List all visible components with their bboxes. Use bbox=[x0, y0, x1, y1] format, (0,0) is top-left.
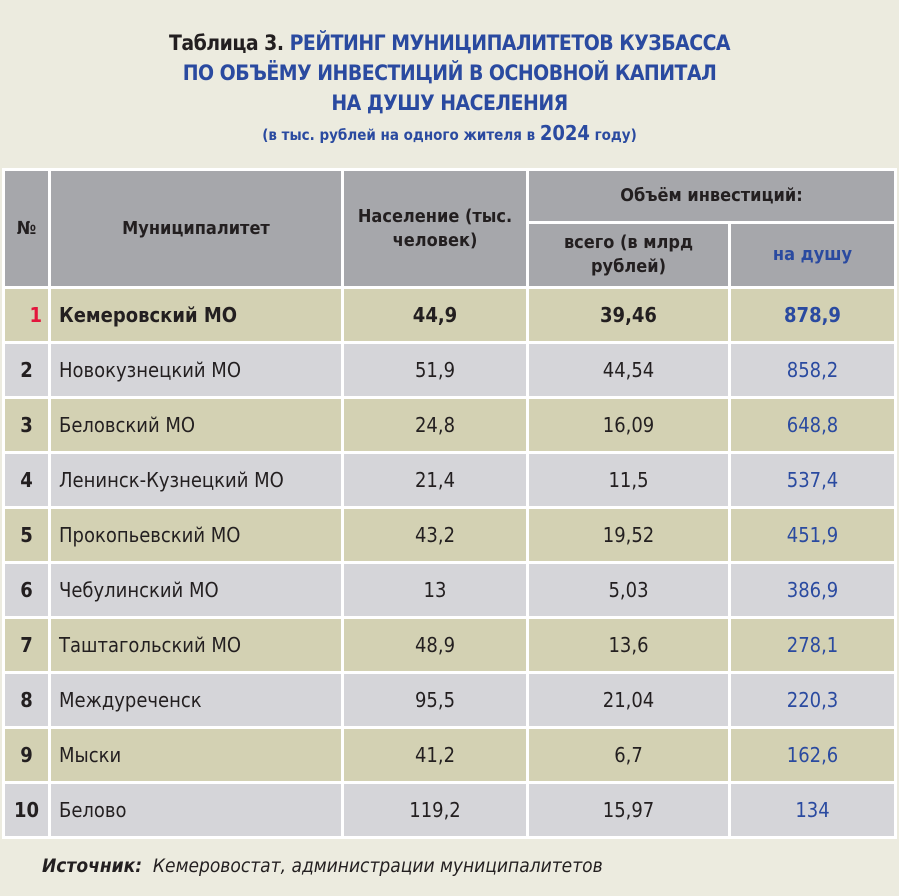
rank-cell: 6 bbox=[5, 564, 48, 616]
rank-cell: 8 bbox=[5, 674, 48, 726]
per-capita-cell: 278,1 bbox=[731, 619, 894, 671]
municipality-cell: Кемеровский МО bbox=[51, 289, 341, 341]
table-row: 3 Беловский МО 24,8 16,09 648,8 bbox=[5, 399, 894, 451]
municipality-cell: Белово bbox=[51, 784, 341, 836]
per-capita-cell: 162,6 bbox=[731, 729, 894, 781]
population-cell: 21,4 bbox=[344, 454, 526, 506]
per-capita-cell: 386,9 bbox=[731, 564, 894, 616]
rank-cell: 2 bbox=[5, 344, 48, 396]
population-cell: 119,2 bbox=[344, 784, 526, 836]
total-cell: 5,03 bbox=[529, 564, 728, 616]
per-capita-cell: 537,4 bbox=[731, 454, 894, 506]
municipality-cell: Ленинск-Кузнецкий МО bbox=[51, 454, 341, 506]
per-capita-cell: 648,8 bbox=[731, 399, 894, 451]
subtitle-year: 2024 bbox=[539, 121, 590, 145]
municipality-cell: Междуреченск bbox=[51, 674, 341, 726]
municipality-cell: Чебулинский МО bbox=[51, 564, 341, 616]
per-capita-cell: 134 bbox=[731, 784, 894, 836]
table-row: 10 Белово 119,2 15,97 134 bbox=[5, 784, 894, 836]
total-cell: 15,97 bbox=[529, 784, 728, 836]
table-row: 1 Кемеровский МО 44,9 39,46 878,9 bbox=[5, 289, 894, 341]
municipality-cell: Беловский МО bbox=[51, 399, 341, 451]
header-per-capita: на душу bbox=[731, 224, 894, 286]
table-row: 6 Чебулинский МО 13 5,03 386,9 bbox=[5, 564, 894, 616]
rank-cell: 1 bbox=[5, 289, 48, 341]
total-cell: 16,09 bbox=[529, 399, 728, 451]
rank-cell: 5 bbox=[5, 509, 48, 561]
header-total: всего (в млрд рублей) bbox=[529, 224, 728, 286]
total-cell: 21,04 bbox=[529, 674, 728, 726]
population-cell: 43,2 bbox=[344, 509, 526, 561]
table-row: 5 Прокопьевский МО 43,2 19,52 451,9 bbox=[5, 509, 894, 561]
total-cell: 39,46 bbox=[529, 289, 728, 341]
header-population: Население (тыс. человек) bbox=[344, 171, 526, 286]
total-cell: 19,52 bbox=[529, 509, 728, 561]
per-capita-cell: 878,9 bbox=[731, 289, 894, 341]
rank-cell: 4 bbox=[5, 454, 48, 506]
title-subtitle: (в тыс. рублей на одного жителя в 2024 г… bbox=[0, 120, 899, 148]
per-capita-cell: 451,9 bbox=[731, 509, 894, 561]
title-line1: РЕЙТИНГ МУНИЦИПАЛИТЕТОВ КУЗБАССА bbox=[283, 31, 731, 55]
total-cell: 11,5 bbox=[529, 454, 728, 506]
title-line2: ПО ОБЪЁМУ ИНВЕСТИЦИЙ В ОСНОВНОЙ КАПИТАЛ bbox=[182, 61, 717, 85]
population-cell: 48,9 bbox=[344, 619, 526, 671]
total-cell: 44,54 bbox=[529, 344, 728, 396]
per-capita-cell: 858,2 bbox=[731, 344, 894, 396]
municipality-cell: Мыски bbox=[51, 729, 341, 781]
table-row: 9 Мыски 41,2 6,7 162,6 bbox=[5, 729, 894, 781]
rank-cell: 7 bbox=[5, 619, 48, 671]
municipality-cell: Таштагольский МО bbox=[51, 619, 341, 671]
source-label: Источник: bbox=[42, 855, 143, 877]
population-cell: 95,5 bbox=[344, 674, 526, 726]
subtitle-text: (в тыс. рублей на одного жителя в bbox=[262, 126, 540, 144]
population-cell: 41,2 bbox=[344, 729, 526, 781]
rank-cell: 9 bbox=[5, 729, 48, 781]
total-cell: 13,6 bbox=[529, 619, 728, 671]
table-row: 8 Междуреченск 95,5 21,04 220,3 bbox=[5, 674, 894, 726]
rank-cell: 10 bbox=[5, 784, 48, 836]
municipality-cell: Новокузнецкий МО bbox=[51, 344, 341, 396]
table-row: 2 Новокузнецкий МО 51,9 44,54 858,2 bbox=[5, 344, 894, 396]
population-cell: 44,9 bbox=[344, 289, 526, 341]
table-row: 4 Ленинск-Кузнецкий МО 21,4 11,5 537,4 bbox=[5, 454, 894, 506]
municipality-cell: Прокопьевский МО bbox=[51, 509, 341, 561]
source-text: Кемеровостат, администрации муниципалите… bbox=[152, 855, 603, 877]
table-title: Таблица 3. РЕЙТИНГ МУНИЦИПАЛИТЕТОВ КУЗБА… bbox=[0, 28, 899, 148]
title-prefix: Таблица 3. bbox=[168, 31, 284, 55]
total-cell: 6,7 bbox=[529, 729, 728, 781]
rating-table: № Муниципалитет Население (тыс. человек)… bbox=[2, 168, 897, 839]
header-num: № bbox=[5, 171, 48, 286]
population-cell: 24,8 bbox=[344, 399, 526, 451]
source-note: Источник: Кемеровостат, администрации му… bbox=[42, 855, 603, 877]
table-row: 7 Таштагольский МО 48,9 13,6 278,1 bbox=[5, 619, 894, 671]
population-cell: 51,9 bbox=[344, 344, 526, 396]
header-investment: Объём инвестиций: bbox=[529, 171, 894, 221]
title-line3: НА ДУШУ НАСЕЛЕНИЯ bbox=[331, 91, 568, 115]
population-cell: 13 bbox=[344, 564, 526, 616]
per-capita-cell: 220,3 bbox=[731, 674, 894, 726]
rank-cell: 3 bbox=[5, 399, 48, 451]
subtitle-end: году) bbox=[589, 126, 637, 144]
header-municipality: Муниципалитет bbox=[51, 171, 341, 286]
